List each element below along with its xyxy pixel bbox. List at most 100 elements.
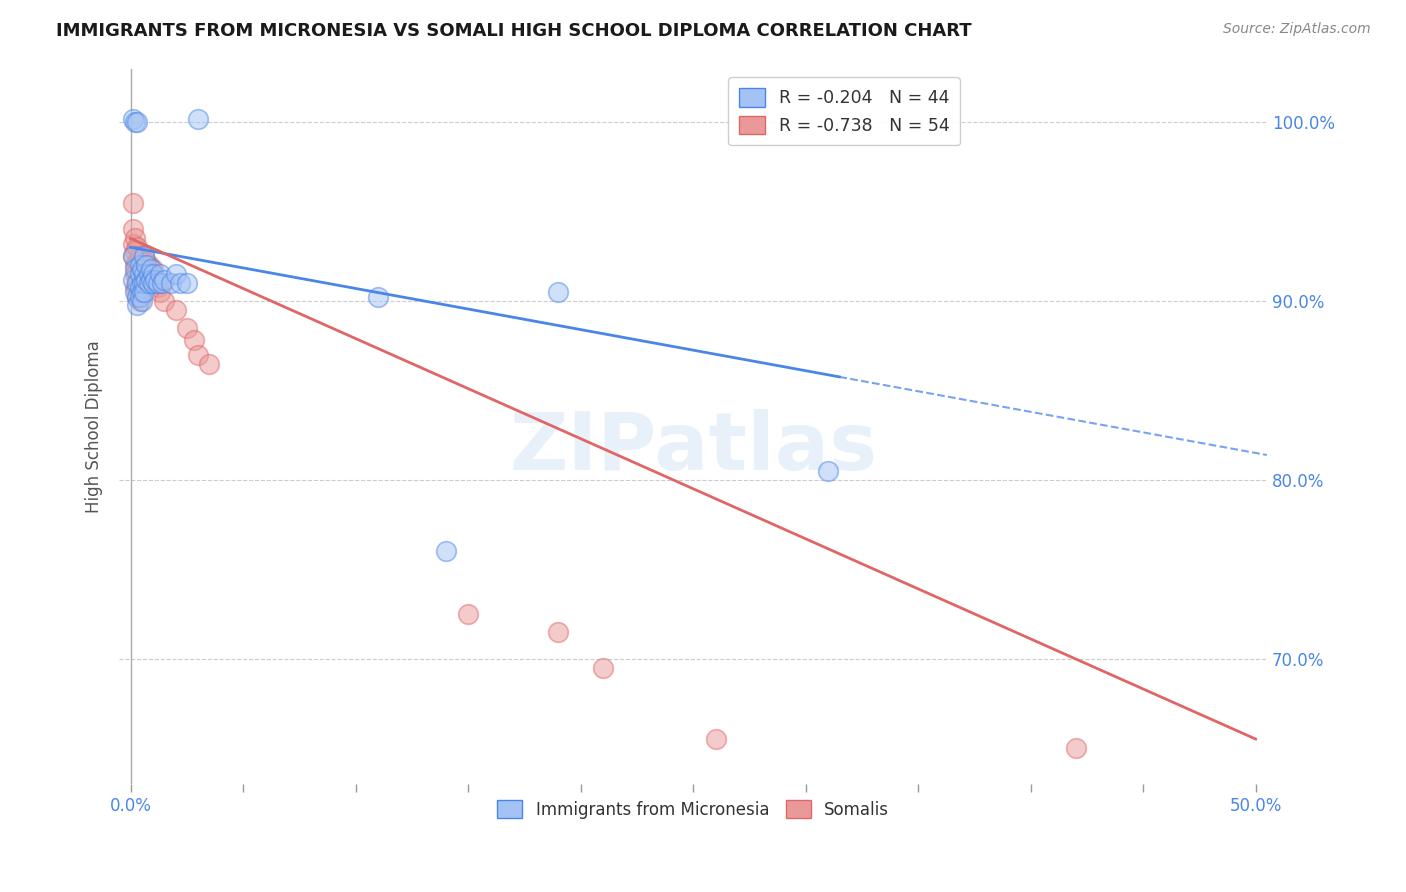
Point — [138, 267, 160, 281]
Point — [142, 261, 165, 276]
Point — [165, 302, 187, 317]
Point — [127, 297, 149, 311]
Point — [131, 276, 153, 290]
Point — [128, 279, 150, 293]
Point — [457, 607, 479, 621]
Point — [128, 258, 150, 272]
Point — [198, 357, 221, 371]
Point — [121, 249, 143, 263]
Point — [127, 261, 149, 276]
Point — [131, 272, 153, 286]
Point — [124, 261, 146, 276]
Point — [124, 231, 146, 245]
Point — [121, 222, 143, 236]
Point — [124, 244, 146, 258]
Point — [592, 660, 614, 674]
Point — [135, 279, 157, 293]
Point — [138, 267, 160, 281]
Point — [132, 285, 155, 299]
Point — [146, 276, 169, 290]
Point — [139, 261, 162, 276]
Point — [131, 293, 153, 308]
Point — [121, 195, 143, 210]
Point — [187, 348, 209, 362]
Point — [704, 732, 727, 747]
Point — [143, 276, 166, 290]
Point — [132, 276, 155, 290]
Point — [146, 279, 169, 293]
Point — [132, 267, 155, 281]
Point — [547, 285, 569, 299]
Point — [127, 272, 149, 286]
Point — [547, 624, 569, 639]
Point — [169, 276, 191, 290]
Point — [131, 279, 153, 293]
Text: Source: ZipAtlas.com: Source: ZipAtlas.com — [1223, 22, 1371, 37]
Point — [150, 276, 173, 290]
Point — [127, 290, 149, 304]
Point — [128, 267, 150, 281]
Point — [135, 258, 157, 272]
Point — [127, 115, 149, 129]
Point — [176, 276, 198, 290]
Point — [160, 276, 183, 290]
Point — [127, 290, 149, 304]
Point — [139, 276, 162, 290]
Point — [131, 285, 153, 299]
Point — [149, 285, 172, 299]
Point — [128, 249, 150, 263]
Point — [121, 249, 143, 263]
Point — [127, 240, 149, 254]
Point — [187, 112, 209, 126]
Point — [135, 254, 157, 268]
Point — [132, 267, 155, 281]
Point — [138, 276, 160, 290]
Point — [124, 285, 146, 299]
Point — [124, 279, 146, 293]
Point — [153, 272, 176, 286]
Point — [139, 267, 162, 281]
Point — [135, 272, 157, 286]
Point — [131, 254, 153, 268]
Point — [132, 258, 155, 272]
Point — [127, 254, 149, 268]
Point — [142, 272, 165, 286]
Point — [139, 272, 162, 286]
Point — [1064, 741, 1087, 756]
Text: IMMIGRANTS FROM MICRONESIA VS SOMALI HIGH SCHOOL DIPLOMA CORRELATION CHART: IMMIGRANTS FROM MICRONESIA VS SOMALI HIG… — [56, 22, 972, 40]
Point — [127, 279, 149, 293]
Point — [131, 261, 153, 276]
Point — [124, 267, 146, 281]
Point — [135, 272, 157, 286]
Y-axis label: High School Diploma: High School Diploma — [86, 340, 103, 513]
Legend: Immigrants from Micronesia, Somalis: Immigrants from Micronesia, Somalis — [491, 794, 896, 825]
Point — [149, 267, 172, 281]
Point — [138, 276, 160, 290]
Point — [817, 464, 839, 478]
Point — [165, 267, 187, 281]
Point — [128, 293, 150, 308]
Point — [121, 112, 143, 126]
Point — [124, 258, 146, 272]
Point — [127, 276, 149, 290]
Point — [121, 272, 143, 286]
Point — [131, 261, 153, 276]
Point — [128, 285, 150, 299]
Point — [132, 249, 155, 263]
Point — [138, 258, 160, 272]
Point — [434, 544, 457, 558]
Point — [128, 258, 150, 272]
Point — [132, 276, 155, 290]
Point — [135, 261, 157, 276]
Point — [128, 290, 150, 304]
Point — [121, 236, 143, 251]
Point — [128, 276, 150, 290]
Point — [124, 115, 146, 129]
Point — [132, 249, 155, 263]
Point — [176, 320, 198, 334]
Point — [153, 293, 176, 308]
Point — [142, 276, 165, 290]
Point — [128, 267, 150, 281]
Point — [142, 267, 165, 281]
Point — [367, 290, 389, 304]
